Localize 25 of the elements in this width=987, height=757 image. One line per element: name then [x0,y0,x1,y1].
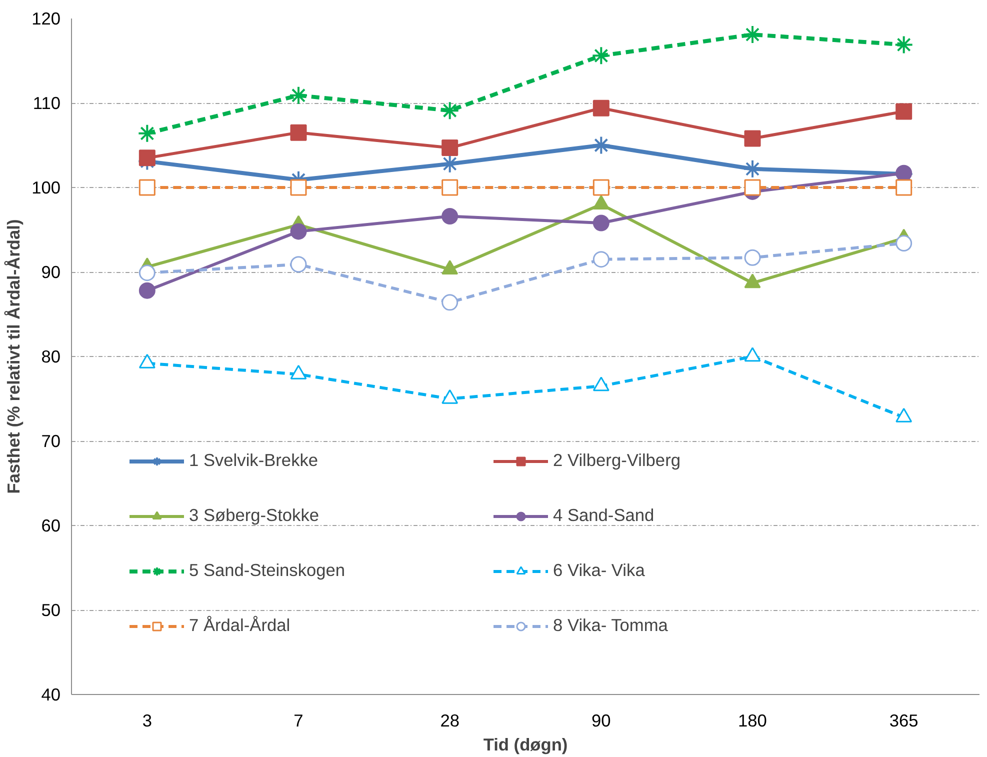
y-tick-label: 90 [41,262,61,282]
x-tick-label: 365 [889,710,918,730]
y-tick-label: 40 [41,684,61,704]
legend-label: 4 Sand-Sand [553,505,656,526]
y-tick-label: 100 [32,178,61,198]
y-tick-label: 80 [41,346,61,366]
y-tick-label: 110 [32,93,61,113]
x-tick-label: 180 [738,710,767,730]
legend-label: 3 Søberg-Stokke [189,505,320,526]
legend-label: 1 Svelvik-Brekke [189,450,320,471]
legend-label: 8 Vika- Tomma [553,615,669,636]
y-tick-label: 50 [41,600,61,620]
x-axis-title: Tid (døgn) [483,734,568,754]
x-tick-label: 28 [440,710,460,730]
y-tick-label: 70 [41,431,61,451]
legend-label: 7 Årdal-Årdal [189,615,292,636]
legend-label: 6 Vika- Vika [553,560,646,581]
legend-label: 2 Vilberg-Vilberg [553,450,682,471]
x-tick-label: 90 [592,710,611,730]
x-tick-label: 3 [142,710,152,730]
y-tick-label: 60 [41,516,61,536]
y-tick-label: 120 [32,8,61,28]
y-axis-title: Fasthet (% relativt til Årdal-Årdal) [4,219,24,494]
legend-label: 5 Sand-Steinskogen [189,560,346,581]
x-tick-label: 7 [294,710,304,730]
